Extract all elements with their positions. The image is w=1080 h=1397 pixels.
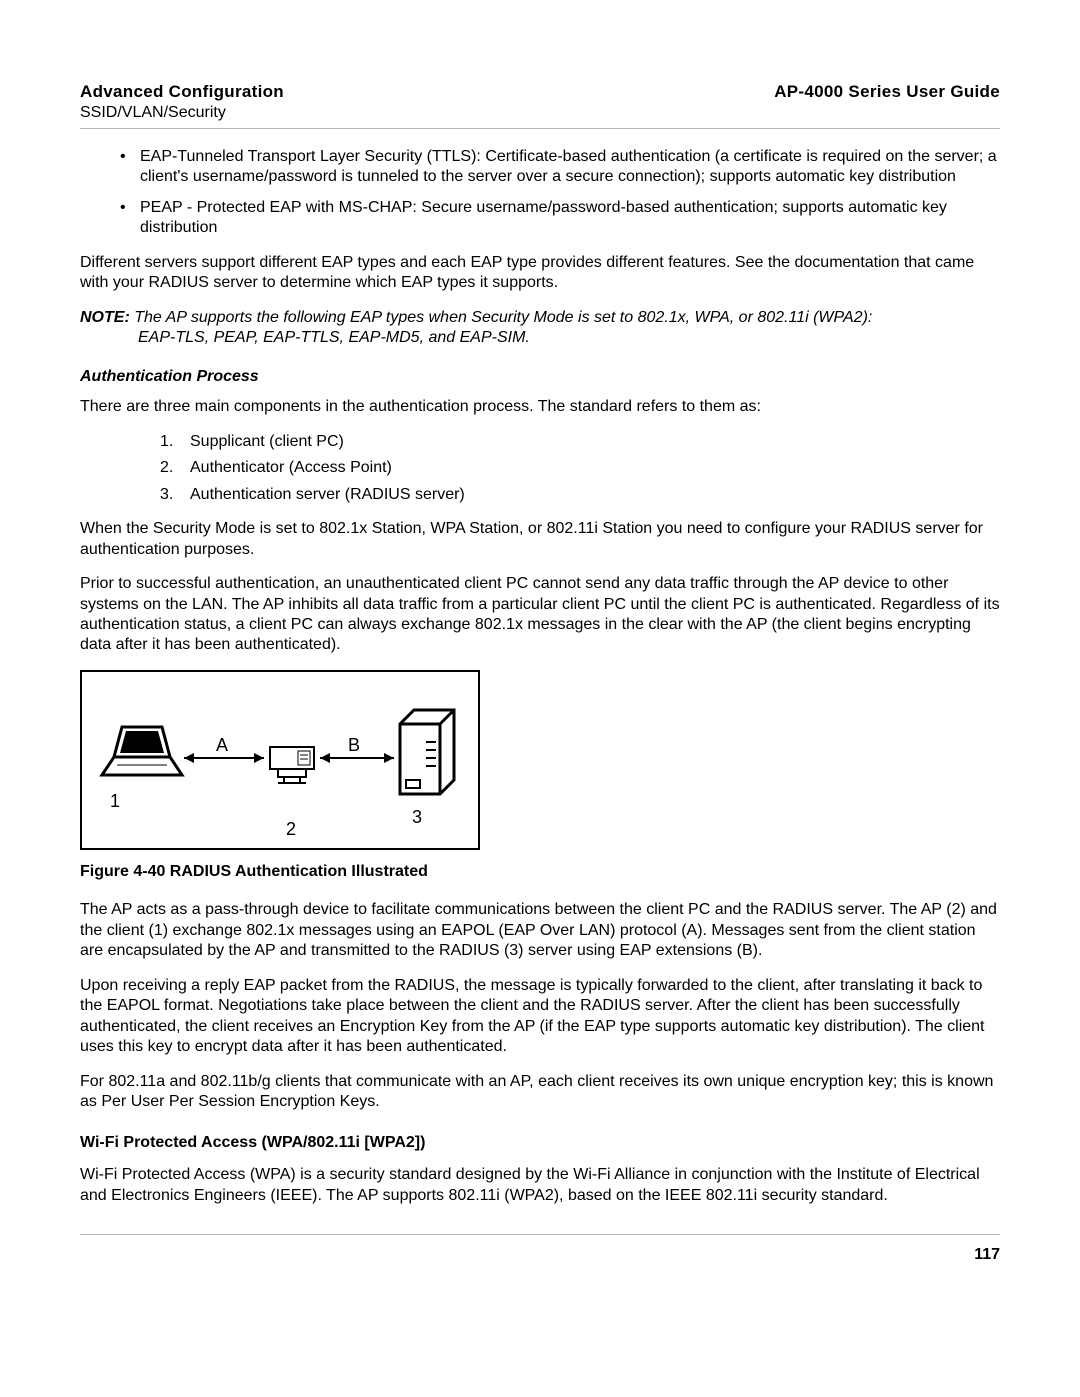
- header-rule: [80, 128, 1000, 129]
- figure-caption: Figure 4-40 RADIUS Authentication Illust…: [80, 862, 1000, 882]
- list-item: EAP-Tunneled Transport Layer Security (T…: [120, 147, 1000, 188]
- auth-process-heading: Authentication Process: [80, 367, 1000, 387]
- figure-label-1: 1: [110, 790, 120, 813]
- list-item: Supplicant (client PC): [160, 432, 1000, 452]
- figure-label-b: B: [348, 734, 360, 757]
- components-numbered-list: Supplicant (client PC) Authenticator (Ac…: [80, 432, 1000, 505]
- page-header-row: Advanced Configuration AP-4000 Series Us…: [80, 82, 1000, 102]
- header-right-title: AP-4000 Series User Guide: [774, 82, 1000, 102]
- para-wpa: Wi-Fi Protected Access (WPA) is a securi…: [80, 1165, 1000, 1206]
- note-line2: EAP-TLS, PEAP, EAP-TTLS, EAP-MD5, and EA…: [80, 328, 1000, 348]
- eap-bullet-list: EAP-Tunneled Transport Layer Security (T…: [80, 147, 1000, 239]
- list-item: PEAP - Protected EAP with MS-CHAP: Secur…: [120, 198, 1000, 239]
- wpa-heading: Wi-Fi Protected Access (WPA/802.11i [WPA…: [80, 1133, 1000, 1153]
- footer-rule: [80, 1234, 1000, 1235]
- para-passthrough: The AP acts as a pass-through device to …: [80, 900, 1000, 961]
- page: Advanced Configuration AP-4000 Series Us…: [0, 0, 1080, 1397]
- list-item: Authenticator (Access Point): [160, 458, 1000, 478]
- para-prior-auth: Prior to successful authentication, an u…: [80, 574, 1000, 656]
- note-line1: The AP supports the following EAP types …: [134, 309, 872, 326]
- content-body: EAP-Tunneled Transport Layer Security (T…: [80, 147, 1000, 1265]
- header-left-title: Advanced Configuration: [80, 82, 284, 102]
- para-80211-keys: For 802.11a and 802.11b/g clients that c…: [80, 1072, 1000, 1113]
- header-left-sub: SSID/VLAN/Security: [80, 104, 1000, 122]
- para-security-mode: When the Security Mode is set to 802.1x …: [80, 519, 1000, 560]
- figure-label-3: 3: [412, 806, 422, 829]
- para-servers: Different servers support different EAP …: [80, 253, 1000, 294]
- figure-label-a: A: [216, 734, 228, 757]
- para-three-components: There are three main components in the a…: [80, 397, 1000, 417]
- note-label: NOTE:: [80, 309, 130, 326]
- page-number: 117: [80, 1245, 1000, 1265]
- figure-label-2: 2: [286, 818, 296, 841]
- note-block: NOTE: The AP supports the following EAP …: [80, 308, 1000, 349]
- para-reply: Upon receiving a reply EAP packet from t…: [80, 976, 1000, 1058]
- figure-radius-auth: A B 1 2 3: [80, 670, 480, 850]
- list-item: Authentication server (RADIUS server): [160, 485, 1000, 505]
